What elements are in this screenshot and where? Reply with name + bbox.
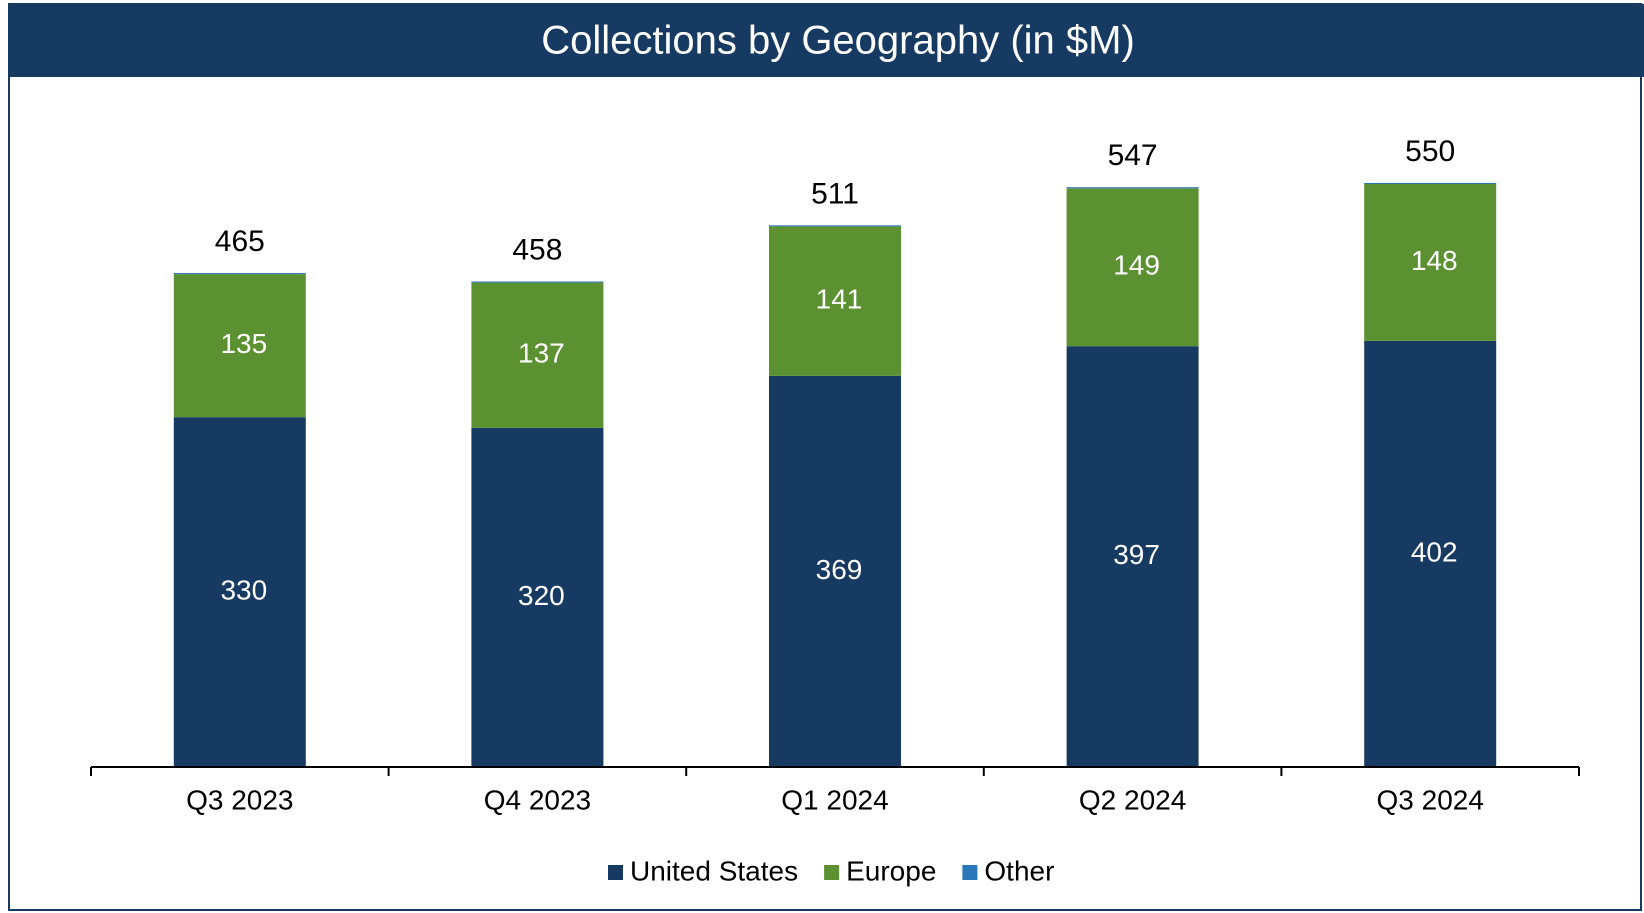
bar-segment	[471, 281, 604, 283]
total-label: 465	[215, 225, 265, 258]
x-tick-label: Q3 2024	[1376, 784, 1483, 815]
bar-segment	[1364, 184, 1497, 341]
data-label: 330	[220, 574, 267, 605]
bar-segment	[1066, 187, 1199, 189]
bar-segment	[173, 273, 306, 275]
data-label: 320	[518, 580, 565, 611]
total-label: 547	[1108, 139, 1158, 172]
bar-segment	[173, 417, 306, 767]
bar-segment	[1066, 188, 1199, 347]
data-label: 397	[1113, 539, 1160, 570]
x-tick-label: Q1 2024	[781, 784, 888, 815]
legend-label: Europe	[846, 855, 936, 886]
data-label: 369	[816, 554, 863, 585]
data-label: 148	[1411, 245, 1458, 276]
x-tick-label: Q4 2023	[484, 784, 591, 815]
chart-title: Collections by Geography (in $M)	[541, 19, 1135, 63]
x-tick-label: Q2 2024	[1079, 784, 1186, 815]
total-label: 550	[1405, 135, 1455, 168]
data-label: 135	[220, 328, 267, 359]
legend-label: United States	[630, 855, 798, 886]
title-bar	[9, 4, 1644, 77]
bar-segment	[769, 225, 901, 227]
total-label: 511	[811, 177, 859, 210]
data-label: 149	[1113, 250, 1160, 281]
total-label: 458	[512, 233, 562, 266]
legend-label: Other	[984, 855, 1054, 886]
data-label: 141	[816, 284, 863, 315]
legend-swatch	[608, 865, 623, 880]
bar-segment	[1066, 346, 1199, 767]
bar-segment	[173, 274, 306, 418]
bar-segment	[1364, 182, 1497, 184]
legend-swatch	[962, 865, 978, 880]
bar-segment	[1364, 340, 1497, 767]
legend-swatch	[824, 865, 840, 880]
data-label: 137	[518, 338, 565, 369]
data-label: 402	[1411, 536, 1458, 567]
bar-segment	[769, 375, 901, 767]
bar-segment	[471, 427, 604, 767]
bar-segment	[471, 282, 604, 428]
x-tick-label: Q3 2023	[186, 784, 293, 815]
bar-segment	[769, 226, 901, 376]
